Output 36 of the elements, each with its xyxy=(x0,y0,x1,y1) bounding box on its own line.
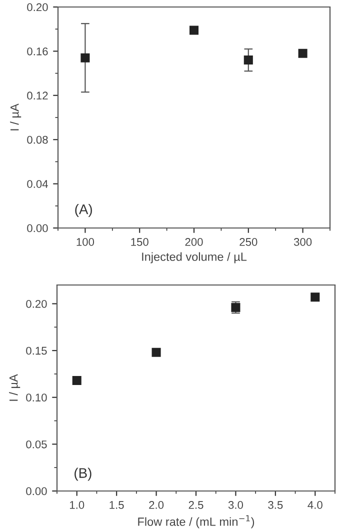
point xyxy=(244,56,253,65)
x-tick-label: 250 xyxy=(240,238,258,246)
x-tick-label: 300 xyxy=(294,238,312,246)
point xyxy=(310,292,320,302)
x-tick-label: 150 xyxy=(131,238,148,246)
point xyxy=(80,53,90,62)
x-tick-label: 2.5 xyxy=(188,501,204,509)
y-tick-label: 0.10 xyxy=(26,394,47,402)
annotation: (B) xyxy=(74,468,92,481)
point xyxy=(189,26,199,35)
y-axis-title: I / µA xyxy=(10,104,22,130)
y-tick-label: 0.20 xyxy=(27,3,48,12)
x-tick-label: 3.5 xyxy=(268,501,283,509)
point xyxy=(298,48,308,58)
y-tick-label: 0.04 xyxy=(27,180,48,188)
point xyxy=(152,348,161,357)
x-tick-label: 100 xyxy=(76,238,94,246)
x-tick-label: 2.0 xyxy=(149,501,164,509)
x-tick-label: 200 xyxy=(185,238,203,246)
annotation: (A) xyxy=(75,204,92,217)
y-tick-label: 0.00 xyxy=(26,487,47,496)
x-tick-label: 1.0 xyxy=(70,501,84,509)
x-tick-label: 3.0 xyxy=(228,501,244,509)
x-axis-title: Flow rate / (mL min$^{−1}$) xyxy=(138,515,254,528)
y-tick-label: 0.12 xyxy=(27,92,48,100)
point xyxy=(72,376,82,386)
x-tick-label: 4.0 xyxy=(308,501,322,509)
y-tick-label: 0.00 xyxy=(27,224,48,232)
y-tick-label: 0.08 xyxy=(27,136,48,144)
x-axis-title: Injected volume / µL xyxy=(142,252,247,264)
y-axis-title: I / µA xyxy=(9,374,20,401)
y-tick-label: 0.15 xyxy=(26,346,47,355)
y-tick-label: 0.05 xyxy=(26,440,47,448)
y-tick-label: 0.16 xyxy=(27,47,48,56)
x-tick-label: 1.5 xyxy=(110,501,124,509)
y-tick-label: 0.20 xyxy=(26,300,47,308)
